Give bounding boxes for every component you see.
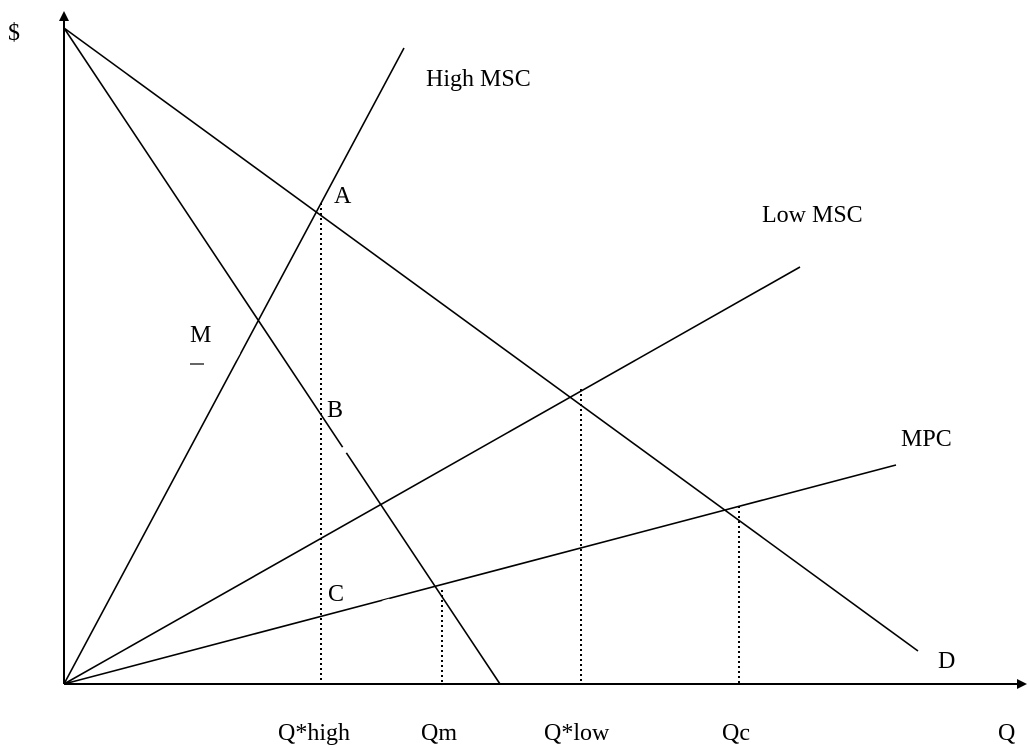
low-msc-curve: [63, 266, 801, 685]
point-c-label: C: [328, 581, 344, 607]
q-star-low-label: Q*low: [544, 720, 610, 746]
demand-curve: [63, 27, 919, 652]
qc-label: Qc: [722, 720, 750, 746]
y-axis-label: $: [8, 20, 20, 46]
mpc-label: MPC: [901, 426, 952, 452]
low-msc-label: Low MSC: [762, 202, 863, 228]
marginal-revenue-curve: [63, 27, 501, 685]
high-msc-label: High MSC: [426, 66, 531, 92]
high-msc-curve: [63, 47, 405, 685]
mr-label: M: [190, 322, 211, 348]
qm-label: Qm: [421, 720, 457, 746]
demand-label: D: [938, 648, 955, 674]
point-a-label: A: [334, 183, 352, 209]
mpc-curve: [63, 464, 897, 685]
point-b-label: B: [327, 397, 343, 423]
x-axis-label: Q: [998, 720, 1015, 746]
q-star-high-label: Q*high: [278, 720, 350, 746]
